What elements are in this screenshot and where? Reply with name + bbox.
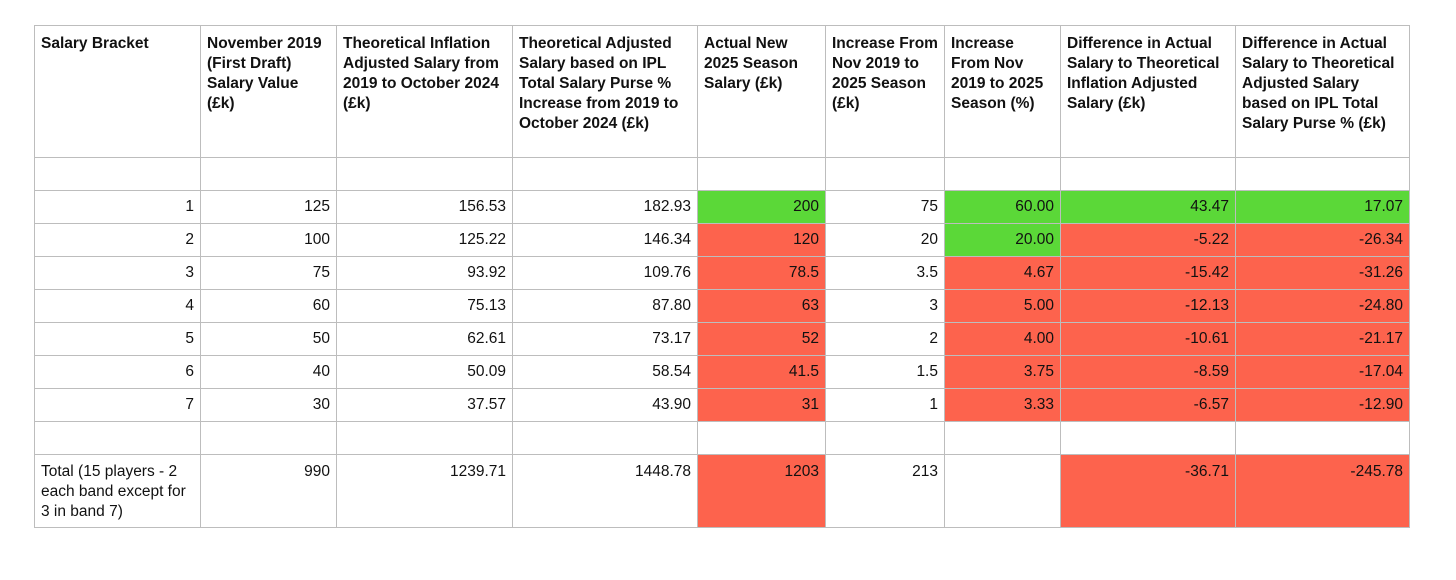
table-cell: 3.33 <box>944 388 1061 422</box>
spacer-row <box>34 157 1410 191</box>
table-cell: 3 <box>825 289 945 323</box>
table-cell: 87.80 <box>512 289 698 323</box>
table-cell: -24.80 <box>1235 289 1410 323</box>
table-cell: 120 <box>697 223 826 257</box>
table-cell: -6.57 <box>1060 388 1236 422</box>
table-cell: 60.00 <box>944 190 1061 224</box>
table-row: 6 40 50.09 58.54 41.5 1.5 3.75 -8.59 -17.04 <box>34 355 1410 389</box>
header-increase-k: Increase From Nov 2019 to 2025 Season (£… <box>825 25 945 158</box>
table-cell: 17.07 <box>1235 190 1410 224</box>
table-cell: 3 <box>34 256 201 290</box>
total-cell: 1203 <box>697 454 826 528</box>
table-cell: 7 <box>34 388 201 422</box>
table-cell: 43.90 <box>512 388 698 422</box>
table-cell: -8.59 <box>1060 355 1236 389</box>
table-cell: 1 <box>34 190 201 224</box>
total-cell: 213 <box>825 454 945 528</box>
table-cell: 41.5 <box>697 355 826 389</box>
table-cell: 156.53 <box>336 190 513 224</box>
table-cell: 182.93 <box>512 190 698 224</box>
table-cell: -15.42 <box>1060 256 1236 290</box>
table-row: 2 100 125.22 146.34 120 20 20.00 -5.22 -26.34 <box>34 223 1410 257</box>
table-cell: 31 <box>697 388 826 422</box>
table-cell: 52 <box>697 322 826 356</box>
table-cell: 1 <box>825 388 945 422</box>
table-cell: -12.90 <box>1235 388 1410 422</box>
table-cell: -10.61 <box>1060 322 1236 356</box>
header-inflation-adjusted: Theoretical Inflation Adjusted Salary fr… <box>336 25 513 158</box>
table-cell: -5.22 <box>1060 223 1236 257</box>
table-cell: -17.04 <box>1235 355 1410 389</box>
table-cell: -12.13 <box>1060 289 1236 323</box>
table-cell: 37.57 <box>336 388 513 422</box>
total-cell <box>944 454 1061 528</box>
table-cell: 146.34 <box>512 223 698 257</box>
table-row: 1 125 156.53 182.93 200 75 60.00 43.47 17.07 <box>34 190 1410 224</box>
table-row: 7 30 37.57 43.90 31 1 3.33 -6.57 -12.90 <box>34 388 1410 422</box>
table-cell: 4.67 <box>944 256 1061 290</box>
table-cell: 20.00 <box>944 223 1061 257</box>
table-cell: 5.00 <box>944 289 1061 323</box>
table-cell: 73.17 <box>512 322 698 356</box>
total-cell: -245.78 <box>1235 454 1410 528</box>
header-ipl-adjusted: Theoretical Adjusted Salary based on IPL… <box>512 25 698 158</box>
table-cell: 60 <box>200 289 337 323</box>
table-cell: -21.17 <box>1235 322 1410 356</box>
total-cell: 1239.71 <box>336 454 513 528</box>
table-row: 5 50 62.61 73.17 52 2 4.00 -10.61 -21.17 <box>34 322 1410 356</box>
header-diff-ipl: Difference in Actual Salary to Theoretic… <box>1235 25 1410 158</box>
header-actual-2025: Actual New 2025 Season Salary (£k) <box>697 25 826 158</box>
table-cell: 4.00 <box>944 322 1061 356</box>
table-cell: 4 <box>34 289 201 323</box>
header-row: Salary Bracket November 2019 (First Draf… <box>34 25 1410 158</box>
table-cell: 78.5 <box>697 256 826 290</box>
table-cell: 43.47 <box>1060 190 1236 224</box>
table-cell: 50 <box>200 322 337 356</box>
table-cell: 93.92 <box>336 256 513 290</box>
table-row: 3 75 93.92 109.76 78.5 3.5 4.67 -15.42 -31.26 <box>34 256 1410 290</box>
table-cell: 125.22 <box>336 223 513 257</box>
table-cell: 109.76 <box>512 256 698 290</box>
table-cell: 63 <box>697 289 826 323</box>
header-salary-bracket: Salary Bracket <box>34 25 201 158</box>
table-cell: 100 <box>200 223 337 257</box>
header-increase-pct: Increase From Nov 2019 to 2025 Season (%… <box>944 25 1061 158</box>
table-cell: 62.61 <box>336 322 513 356</box>
table-cell: 6 <box>34 355 201 389</box>
table-cell: 75 <box>825 190 945 224</box>
table-cell: 75 <box>200 256 337 290</box>
table-cell: 2 <box>34 223 201 257</box>
table-cell: 20 <box>825 223 945 257</box>
table-cell: 75.13 <box>336 289 513 323</box>
table-cell: 2 <box>825 322 945 356</box>
spacer-row <box>34 421 1410 455</box>
header-nov-2019-salary: November 2019 (First Draft) Salary Value… <box>200 25 337 158</box>
total-cell: -36.71 <box>1060 454 1236 528</box>
table-cell: 125 <box>200 190 337 224</box>
total-cell: 1448.78 <box>512 454 698 528</box>
salary-table: Salary Bracket November 2019 (First Draf… <box>34 25 1410 528</box>
table-cell: 50.09 <box>336 355 513 389</box>
table-cell: 1.5 <box>825 355 945 389</box>
total-cell: 990 <box>200 454 337 528</box>
table-cell: 3.75 <box>944 355 1061 389</box>
table-cell: 58.54 <box>512 355 698 389</box>
table-cell: -31.26 <box>1235 256 1410 290</box>
total-label: Total (15 players - 2 each band except f… <box>34 454 201 528</box>
table-row: 4 60 75.13 87.80 63 3 5.00 -12.13 -24.80 <box>34 289 1410 323</box>
total-row: Total (15 players - 2 each band except f… <box>34 454 1410 528</box>
table-cell: 200 <box>697 190 826 224</box>
table-cell: -26.34 <box>1235 223 1410 257</box>
table-cell: 3.5 <box>825 256 945 290</box>
table-cell: 30 <box>200 388 337 422</box>
header-diff-inflation: Difference in Actual Salary to Theoretic… <box>1060 25 1236 158</box>
table-cell: 5 <box>34 322 201 356</box>
table-cell: 40 <box>200 355 337 389</box>
